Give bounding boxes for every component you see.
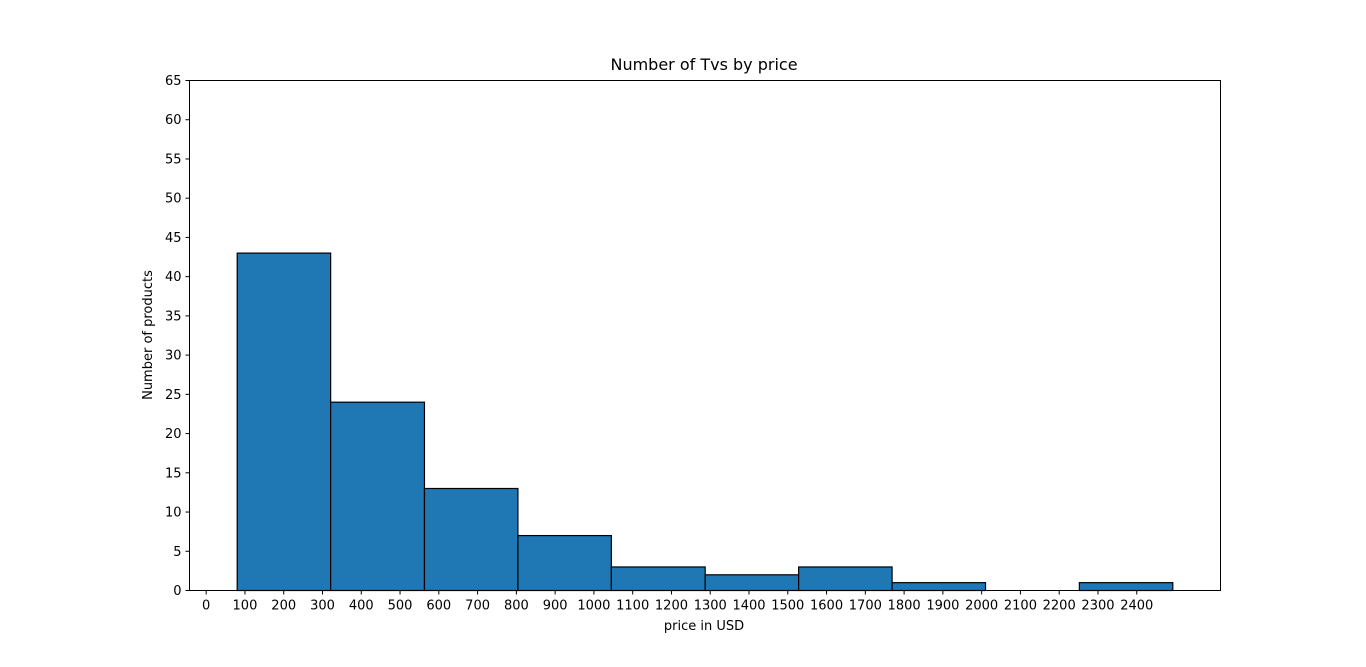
x-tick-label: 700: [465, 599, 490, 614]
x-tick-label: 200: [271, 599, 296, 614]
y-tick-label: 30: [165, 349, 182, 364]
x-tick-label: 2200: [1043, 599, 1076, 614]
histogram-bar-2: [423, 487, 519, 592]
histogram-bar-0: [236, 252, 332, 592]
x-tick-label: 1500: [771, 599, 804, 614]
y-tick-label: 55: [165, 152, 182, 167]
histogram-bar-1: [330, 401, 426, 592]
x-tick-label: 1000: [577, 599, 610, 614]
y-axis-label: Number of products: [141, 270, 156, 400]
histogram-bar-3: [517, 534, 612, 592]
bars-layer: [236, 252, 1174, 592]
x-tick-label: 2300: [1081, 599, 1114, 614]
y-tick-label: 15: [165, 466, 182, 481]
y-tick-label: 50: [165, 192, 182, 207]
x-tick-label: 1700: [849, 599, 882, 614]
x-tick-label: 1800: [888, 599, 921, 614]
y-axis-ticks: 0 5 10 15 20 25 30 35 40 45 50 55 60 65: [165, 74, 190, 599]
x-tick-label: 1100: [616, 599, 649, 614]
x-tick-label: 100: [233, 599, 258, 614]
y-tick-label: 35: [165, 309, 182, 324]
x-tick-label: 900: [543, 599, 568, 614]
y-tick-label: 45: [165, 231, 182, 246]
x-tick-label: 2100: [1004, 599, 1037, 614]
y-tick-label: 40: [165, 270, 182, 285]
y-tick-label: 25: [165, 388, 182, 403]
x-tick-label: 800: [504, 599, 529, 614]
x-tick-label: 600: [426, 599, 451, 614]
x-tick-label: 400: [349, 599, 374, 614]
x-tick-label: 1900: [926, 599, 959, 614]
x-tick-label: 2000: [965, 599, 998, 614]
x-axis-label: price in USD: [664, 619, 744, 634]
x-tick-label: 500: [388, 599, 413, 614]
histogram-bar-5: [704, 574, 800, 592]
plot-frame: [189, 80, 1221, 591]
x-tick-label: 1600: [810, 599, 843, 614]
histogram-bar-7: [891, 582, 987, 592]
chart-title: Number of Tvs by price: [610, 55, 797, 74]
y-tick-label: 65: [165, 74, 182, 89]
y-tick-label: 20: [165, 427, 182, 442]
x-tick-label: 0: [202, 599, 210, 614]
x-axis-ticks: 0 100 200 300 400 500 600 700 800 900 1000 1100 1200…: [202, 590, 1153, 614]
x-tick-label: 1200: [655, 599, 688, 614]
histogram-bar-9: [1078, 582, 1174, 592]
x-tick-label: 300: [310, 599, 335, 614]
y-tick-label: 60: [165, 113, 182, 128]
x-tick-label: 1300: [694, 599, 727, 614]
histogram-bar-6: [798, 566, 893, 592]
y-tick-label: 0: [173, 584, 181, 599]
histogram-bar-4: [610, 566, 706, 592]
x-tick-label: 1400: [732, 599, 765, 614]
x-tick-label: 2400: [1120, 599, 1153, 614]
y-tick-label: 5: [173, 545, 181, 560]
y-tick-label: 10: [165, 506, 182, 521]
